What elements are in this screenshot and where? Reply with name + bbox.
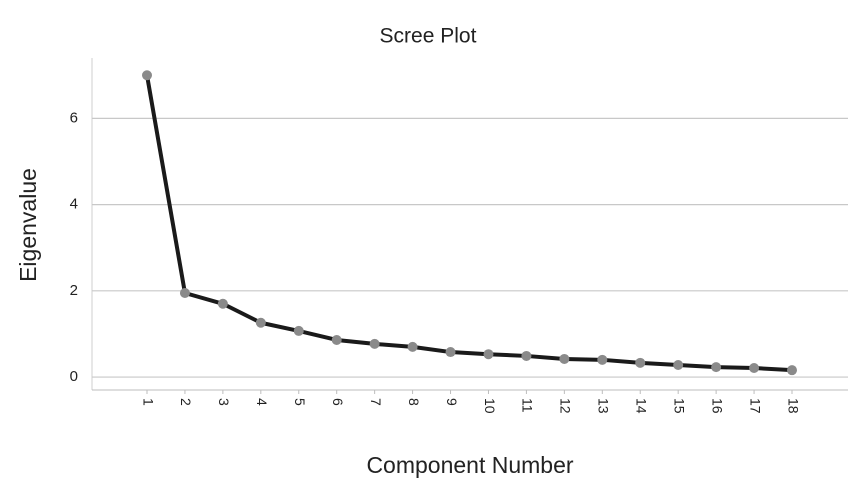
data-point xyxy=(749,363,759,373)
data-point xyxy=(370,339,380,349)
data-point xyxy=(446,347,456,357)
data-point xyxy=(711,362,721,372)
y-tick-label: 6 xyxy=(70,109,78,126)
x-tick-label: 11 xyxy=(520,398,536,413)
x-axis-label: Component Number xyxy=(366,452,573,478)
x-tick-label: 14 xyxy=(634,398,650,414)
x-tick-label: 8 xyxy=(406,398,422,406)
data-point xyxy=(218,299,228,309)
x-tick-label: 5 xyxy=(292,398,308,406)
data-point xyxy=(559,354,569,364)
y-tick-label: 2 xyxy=(70,282,78,299)
x-tick-label: 2 xyxy=(178,398,194,406)
x-tick-label: 3 xyxy=(216,398,232,406)
x-tick-label: 17 xyxy=(747,398,763,414)
x-tick-label: 9 xyxy=(444,398,460,406)
x-tick-label: 4 xyxy=(254,398,270,406)
data-point xyxy=(294,326,304,336)
chart-title: Scree Plot xyxy=(380,25,477,48)
x-tick-label: 12 xyxy=(558,398,574,414)
data-point xyxy=(597,355,607,365)
x-tick-label: 6 xyxy=(330,398,346,406)
x-tick-label: 1 xyxy=(140,398,156,406)
x-tick-label: 16 xyxy=(709,398,725,414)
data-point xyxy=(635,358,645,368)
data-point xyxy=(142,70,152,80)
x-tick-label: 13 xyxy=(596,398,612,414)
data-point xyxy=(787,365,797,375)
x-tick-label: 18 xyxy=(785,398,801,414)
chart: Scree Plot Eigenvalue Component Number 0… xyxy=(0,0,848,482)
data-point xyxy=(256,318,266,328)
x-tick-label: 15 xyxy=(671,398,687,414)
y-tick-label: 4 xyxy=(70,196,78,213)
data-point xyxy=(332,335,342,345)
y-axis-label: Eigenvalue xyxy=(15,168,41,282)
data-point xyxy=(180,288,190,298)
data-point xyxy=(521,351,531,361)
data-point xyxy=(408,342,418,352)
data-point xyxy=(673,360,683,370)
x-tick-label: 7 xyxy=(368,398,384,406)
y-tick-label: 0 xyxy=(70,368,78,385)
data-line xyxy=(147,75,792,370)
data-point xyxy=(483,349,493,359)
x-tick-label: 10 xyxy=(482,398,498,414)
